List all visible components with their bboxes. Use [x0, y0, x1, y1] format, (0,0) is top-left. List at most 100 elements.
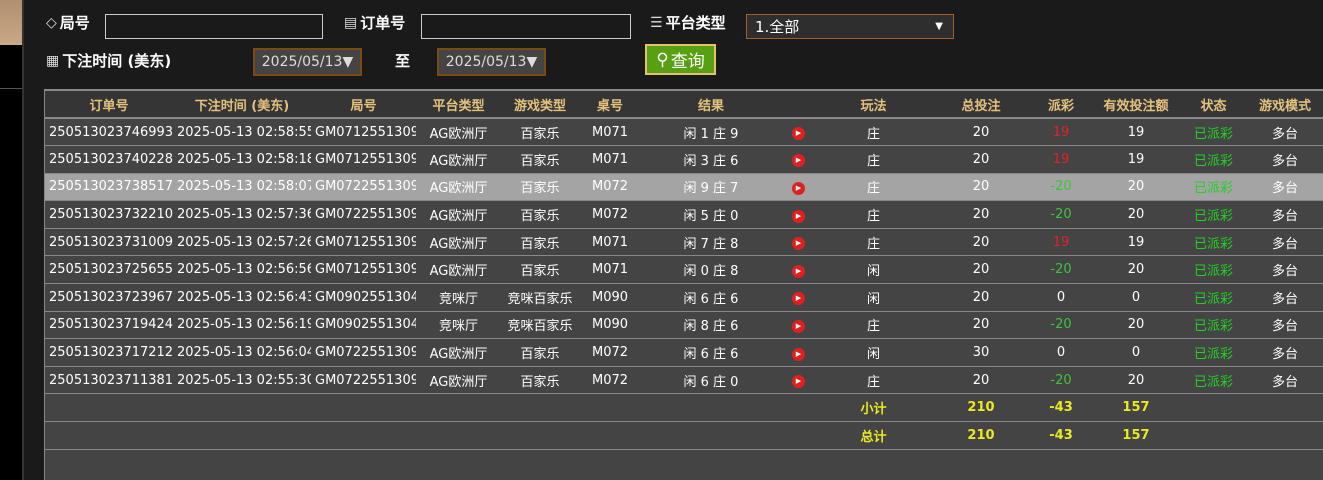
table-row[interactable]: 250513023711381 2025-05-13 02:55:30 GM0722… — [45, 366, 1323, 395]
header-order-id: 订单号 — [45, 91, 173, 119]
play-video-icon[interactable]: ▶ — [792, 209, 805, 223]
order-id: 250513023740228 — [45, 145, 173, 174]
game-mode: 多台 — [1246, 311, 1323, 340]
round-id: GM0902551304Q — [311, 283, 416, 312]
valid-bet: 20 — [1091, 173, 1181, 202]
total-bet: 20 — [931, 118, 1031, 147]
valid-bet: 19 — [1091, 145, 1181, 174]
order-id: 250513023725655 — [45, 255, 173, 285]
game-type: 百家乐 — [501, 338, 579, 367]
date-to-select[interactable]: 2025/05/13▼ — [437, 48, 546, 76]
table-row[interactable]: 250513023731009 2025-05-13 02:57:26 GM0712… — [45, 228, 1323, 257]
table-row[interactable]: 250513023725655 2025-05-13 02:56:56 GM0712… — [45, 255, 1323, 285]
platform: AG欧洲厅 — [416, 145, 501, 174]
video-cell[interactable]: ▶ — [781, 118, 816, 147]
platform: AG欧洲厅 — [416, 228, 501, 257]
video-cell[interactable]: ▶ — [781, 366, 816, 395]
play-video-icon[interactable]: ▶ — [792, 154, 805, 168]
status: 已派彩 — [1181, 145, 1246, 174]
search-button[interactable]: ⚲ 查询 — [645, 44, 716, 75]
bet-type: 庄 — [816, 366, 931, 395]
total-bet: 20 — [931, 228, 1031, 257]
valid-bet: 20 — [1091, 311, 1181, 340]
table-row[interactable]: 250513023746993 2025-05-13 02:58:55 GM0712… — [45, 118, 1323, 147]
table-row[interactable]: 250513023732210 2025-05-13 02:57:36 GM0722… — [45, 200, 1323, 229]
empty-cell — [311, 393, 416, 423]
round-id: GM0712551309P — [311, 228, 416, 257]
video-cell[interactable]: ▶ — [781, 255, 816, 285]
play-video-icon[interactable]: ▶ — [792, 181, 805, 195]
order-id: 250513023731009 — [45, 228, 173, 257]
result: 闲 1 庄 9 — [641, 118, 781, 147]
game-mode: 多台 — [1246, 283, 1323, 312]
round-id: GM0722551309R — [311, 366, 416, 395]
payout: -20 — [1031, 311, 1091, 340]
play-video-icon[interactable]: ▶ — [792, 237, 805, 251]
order-id: 250513023719424 — [45, 311, 173, 340]
play-video-icon[interactable]: ▶ — [792, 127, 805, 141]
total-bet: 20 — [931, 255, 1031, 285]
header-platform: 平台类型 — [416, 91, 501, 119]
video-cell[interactable]: ▶ — [781, 200, 816, 229]
video-cell[interactable]: ▶ — [781, 311, 816, 340]
table-row[interactable]: 250513023723967 2025-05-13 02:56:43 GM0902… — [45, 283, 1323, 312]
table-row[interactable]: 250513023740228 2025-05-13 02:58:18 GM0712… — [45, 145, 1323, 174]
status: 已派彩 — [1181, 338, 1246, 367]
platform: AG欧洲厅 — [416, 366, 501, 395]
video-cell[interactable]: ▶ — [781, 338, 816, 367]
list-icon: ☰ — [650, 14, 663, 31]
round-id: GM0722551309S — [311, 338, 416, 367]
play-video-icon[interactable]: ▶ — [792, 292, 805, 306]
date-from-select[interactable]: 2025/05/13▼ — [253, 48, 362, 76]
payout: -20 — [1031, 173, 1091, 202]
game-type: 百家乐 — [501, 118, 579, 147]
payout: -20 — [1031, 255, 1091, 285]
header-video — [781, 91, 816, 119]
play-video-icon[interactable]: ▶ — [792, 319, 805, 333]
empty-cell — [173, 421, 311, 450]
game-type: 百家乐 — [501, 145, 579, 174]
play-video-icon[interactable]: ▶ — [792, 264, 805, 278]
result: 闲 3 庄 6 — [641, 145, 781, 174]
table-row[interactable]: 250513023717212 2025-05-13 02:56:04 GM0722… — [45, 338, 1323, 367]
header-status: 状态 — [1181, 91, 1246, 119]
total-bet: 20 — [931, 145, 1031, 174]
video-cell[interactable]: ▶ — [781, 145, 816, 174]
game-mode: 多台 — [1246, 173, 1323, 202]
to-label: 至 — [395, 52, 411, 70]
order-input[interactable] — [421, 14, 631, 39]
order-id: 250513023738517 — [45, 173, 173, 202]
play-video-icon[interactable]: ▶ — [792, 375, 805, 389]
header-table-no: 桌号 — [579, 91, 641, 119]
table-no: M071 — [579, 118, 641, 147]
game-type: 百家乐 — [501, 255, 579, 285]
status: 已派彩 — [1181, 200, 1246, 229]
result: 闲 9 庄 7 — [641, 173, 781, 202]
table-no: M072 — [579, 173, 641, 202]
chevron-down-icon: ▼ — [935, 21, 943, 32]
status: 已派彩 — [1181, 283, 1246, 312]
game-type: 百家乐 — [501, 366, 579, 395]
header-payout: 派彩 — [1031, 91, 1091, 119]
round-id: GM0712551309O — [311, 255, 416, 285]
table-row[interactable]: 250513023719424 2025-05-13 02:56:19 GM0902… — [45, 311, 1323, 340]
round-input[interactable] — [105, 14, 323, 39]
result: 闲 6 庄 6 — [641, 283, 781, 312]
video-cell[interactable]: ▶ — [781, 283, 816, 312]
video-cell[interactable]: ▶ — [781, 228, 816, 257]
table-no: M090 — [579, 283, 641, 312]
total-payout: -43 — [1031, 421, 1091, 450]
play-video-icon[interactable]: ▶ — [792, 347, 805, 361]
empty-cell — [579, 421, 641, 450]
table-row[interactable]: 250513023738517 2025-05-13 02:58:07 GM0722… — [45, 173, 1323, 202]
video-cell[interactable]: ▶ — [781, 173, 816, 202]
sidebar — [0, 0, 22, 480]
empty-cell — [45, 393, 173, 423]
platform-select[interactable]: 1.全部 ▼ — [746, 14, 954, 39]
empty-cell — [416, 393, 501, 423]
search-icon: ⚲ — [656, 49, 669, 70]
result: 闲 6 庄 0 — [641, 366, 781, 395]
platform: AG欧洲厅 — [416, 118, 501, 147]
total-bet: 20 — [931, 200, 1031, 229]
status: 已派彩 — [1181, 118, 1246, 147]
